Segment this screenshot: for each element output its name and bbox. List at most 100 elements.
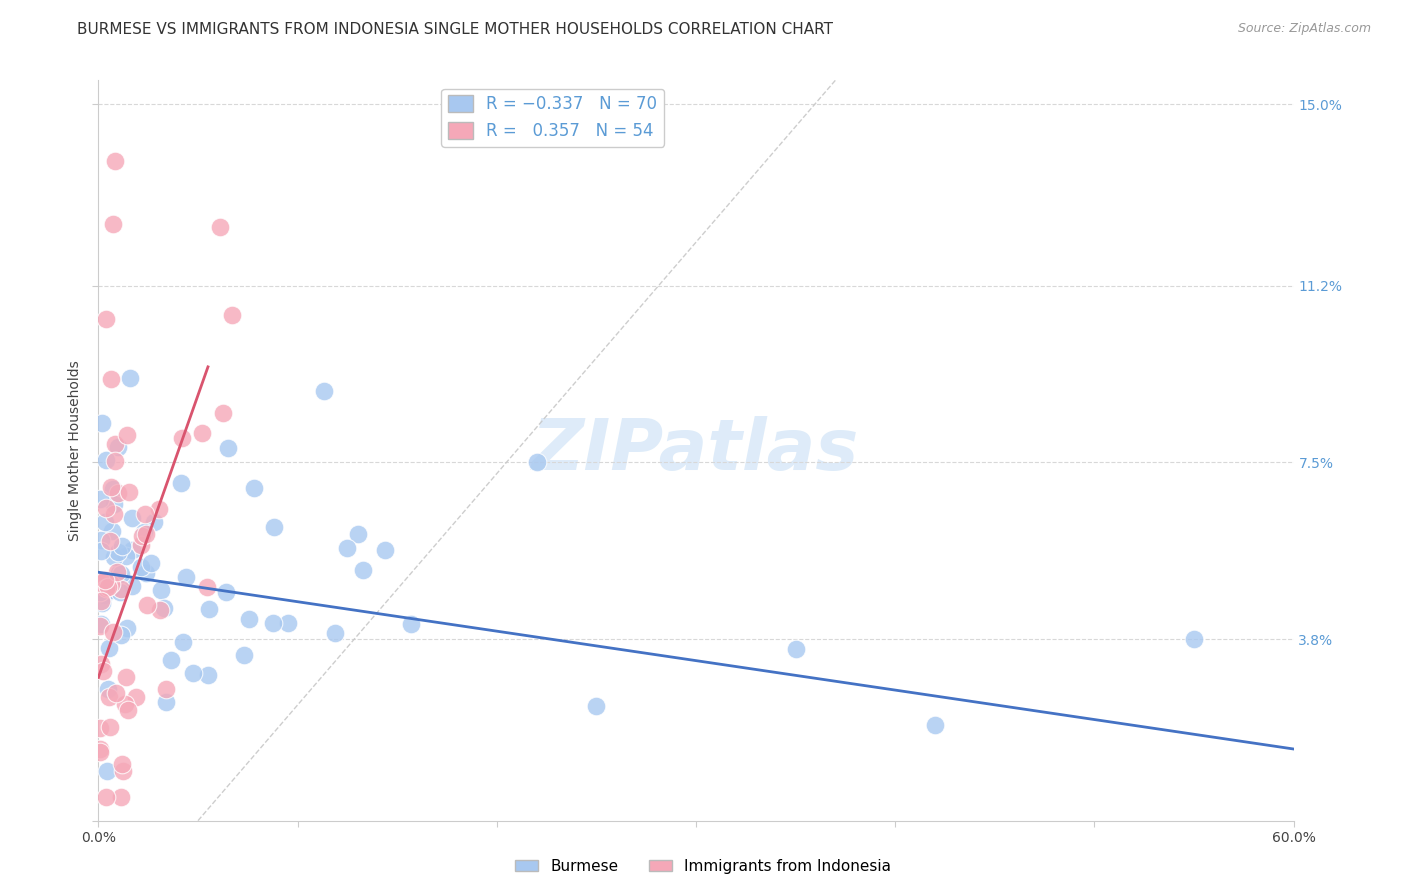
Point — [108, 566, 131, 580]
Point — [221, 308, 243, 322]
Point — [129, 560, 152, 574]
Legend: R = −0.337   N = 70, R =   0.357   N = 54: R = −0.337 N = 70, R = 0.357 N = 54 — [441, 88, 664, 146]
Point — [90, 544, 112, 558]
Point — [149, 603, 172, 617]
Point — [118, 485, 141, 500]
Point — [107, 545, 129, 559]
Point — [155, 695, 177, 709]
Point — [323, 626, 346, 640]
Point — [100, 577, 122, 591]
Point — [197, 602, 219, 616]
Point — [135, 566, 157, 580]
Point — [212, 406, 235, 420]
Point — [89, 741, 111, 756]
Point — [115, 621, 138, 635]
Point — [96, 312, 118, 326]
Point — [121, 579, 143, 593]
Point — [108, 585, 131, 599]
Point — [94, 516, 117, 530]
Point — [131, 529, 153, 543]
Point — [89, 619, 111, 633]
Point — [100, 480, 122, 494]
Point — [148, 501, 170, 516]
Point — [90, 594, 112, 608]
Point — [98, 533, 121, 548]
Point — [91, 417, 114, 431]
Y-axis label: Single Mother Households: Single Mother Households — [67, 360, 82, 541]
Point — [238, 612, 260, 626]
Point — [1182, 632, 1205, 647]
Point — [110, 582, 132, 596]
Legend: Burmese, Immigrants from Indonesia: Burmese, Immigrants from Indonesia — [509, 853, 897, 880]
Point — [100, 582, 122, 597]
Point — [96, 764, 118, 779]
Point — [263, 520, 285, 534]
Point — [399, 616, 422, 631]
Point — [103, 625, 125, 640]
Point — [585, 699, 607, 714]
Point — [89, 721, 111, 735]
Point — [335, 541, 357, 555]
Text: ZIPatlas: ZIPatlas — [533, 416, 859, 485]
Point — [94, 582, 117, 596]
Point — [124, 690, 146, 704]
Point — [91, 574, 114, 588]
Point — [170, 431, 193, 445]
Point — [90, 617, 112, 632]
Point — [96, 452, 118, 467]
Point — [312, 384, 335, 398]
Point — [142, 515, 165, 529]
Point — [176, 570, 198, 584]
Point — [135, 526, 157, 541]
Point — [104, 437, 127, 451]
Point — [104, 154, 127, 169]
Point — [114, 697, 136, 711]
Point — [924, 718, 946, 732]
Point — [181, 666, 204, 681]
Point — [217, 441, 239, 455]
Point — [107, 486, 129, 500]
Point — [374, 543, 396, 558]
Point — [97, 690, 120, 704]
Point — [191, 425, 214, 440]
Point — [101, 483, 124, 497]
Point — [214, 585, 236, 599]
Point — [105, 686, 128, 700]
Point — [111, 757, 134, 772]
Point — [153, 601, 176, 615]
Point — [89, 533, 111, 548]
Point — [101, 217, 124, 231]
Point — [91, 665, 114, 679]
Point — [103, 576, 125, 591]
Point — [159, 652, 181, 666]
Point — [526, 455, 548, 469]
Point — [135, 598, 157, 612]
Point — [111, 539, 134, 553]
Point — [139, 557, 162, 571]
Point — [117, 703, 139, 717]
Point — [93, 582, 115, 596]
Point — [208, 219, 231, 234]
Point — [352, 564, 374, 578]
Point — [170, 476, 193, 491]
Point — [91, 596, 114, 610]
Point — [89, 585, 111, 599]
Point — [104, 454, 127, 468]
Text: Source: ZipAtlas.com: Source: ZipAtlas.com — [1237, 22, 1371, 36]
Point — [232, 648, 254, 662]
Point — [121, 542, 143, 557]
Point — [117, 428, 139, 442]
Point — [98, 720, 121, 734]
Point — [150, 583, 173, 598]
Point — [93, 588, 115, 602]
Point — [97, 580, 120, 594]
Point — [107, 441, 129, 455]
Point — [155, 682, 177, 697]
Point — [103, 550, 125, 565]
Point — [129, 538, 152, 552]
Point — [90, 657, 112, 672]
Point — [118, 371, 141, 385]
Point — [89, 745, 111, 759]
Point — [89, 492, 111, 507]
Point — [110, 566, 132, 581]
